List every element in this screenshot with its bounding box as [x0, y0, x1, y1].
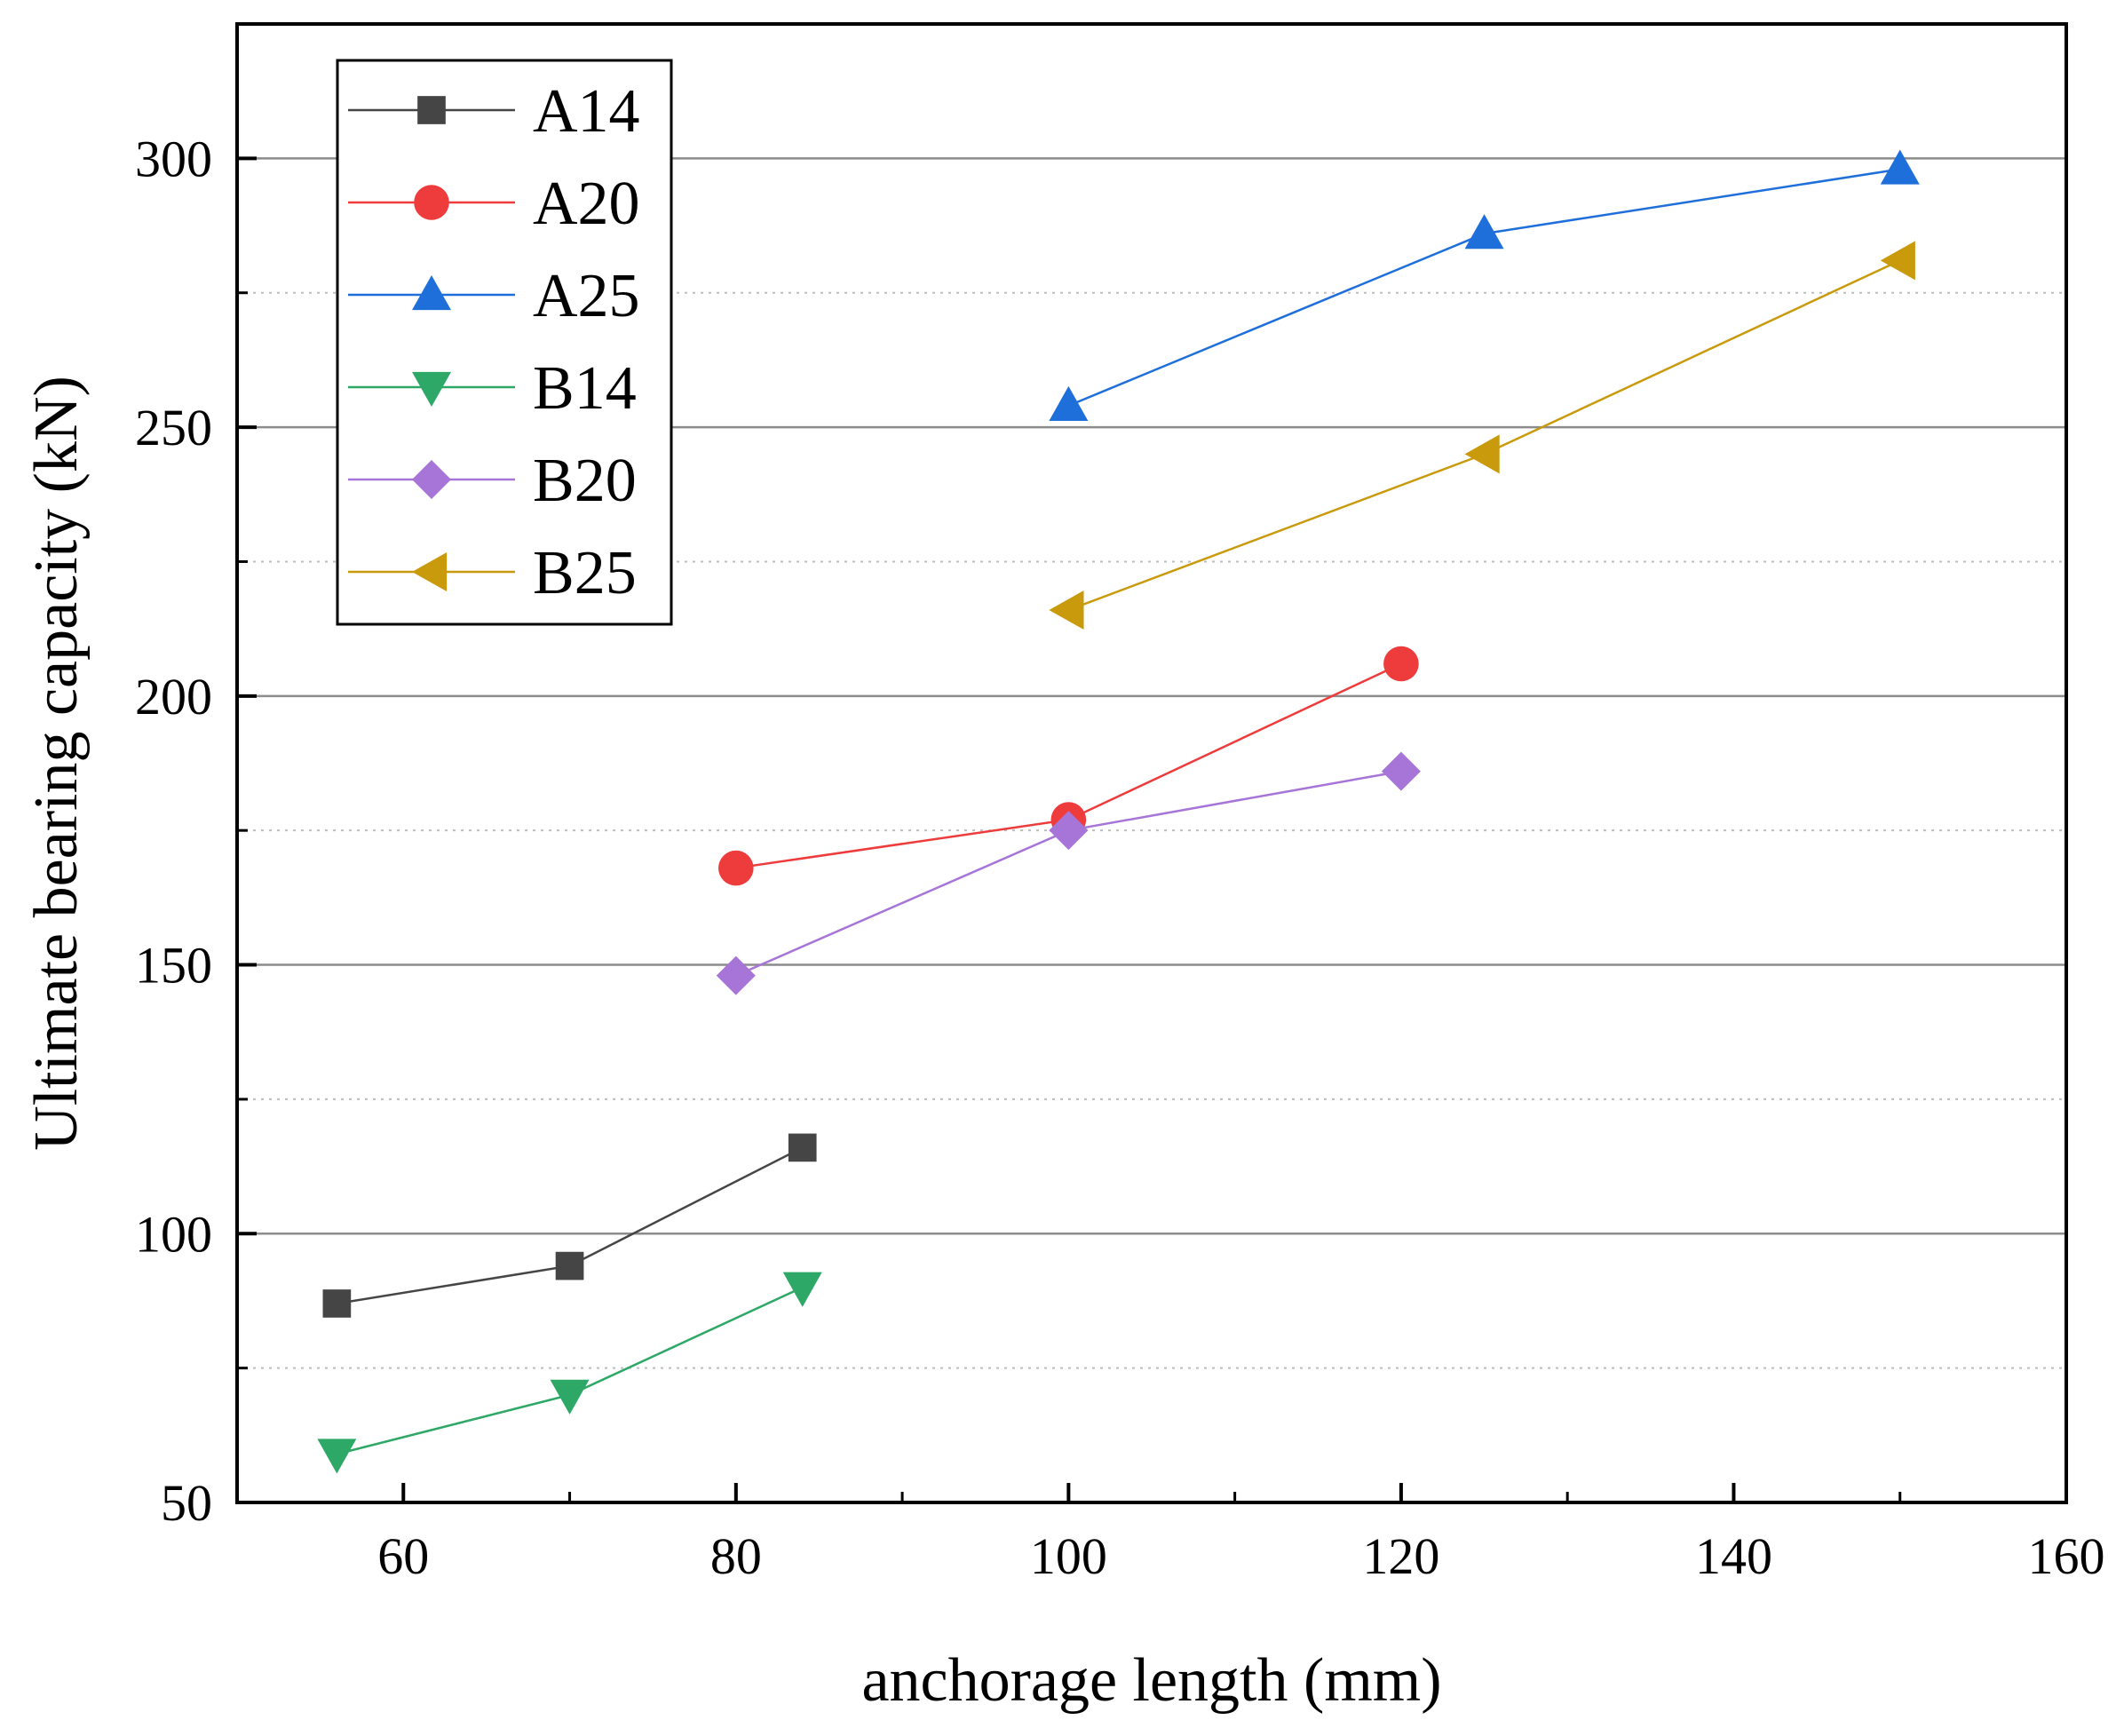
- point-a20-2: [1383, 646, 1419, 682]
- legend-box: [336, 59, 673, 626]
- series-line-b14: [337, 1286, 804, 1455]
- legend-marker-a20: [414, 185, 449, 220]
- point-b20-1: [1049, 811, 1089, 851]
- series-b14: [317, 1272, 822, 1474]
- point-b25-0: [1049, 590, 1084, 630]
- legend-marker-b14: [412, 371, 451, 407]
- point-b14-2: [782, 1272, 822, 1307]
- x-tick-label-0: 60: [377, 1527, 429, 1585]
- axes: 60 80 100 120 140 160 50 100 150 200 250 300: [135, 130, 2105, 1585]
- legend-marker-b25: [412, 552, 448, 591]
- legend-label-b20: B20: [533, 447, 637, 515]
- point-a25-0: [1049, 385, 1089, 422]
- series-layer: [317, 149, 1920, 1474]
- plot-frame: [235, 22, 2068, 1504]
- y-tick-label-0: 50: [161, 1474, 212, 1532]
- series-line-a25: [1067, 168, 1900, 408]
- point-a25-2: [1880, 149, 1920, 185]
- point-b25-1: [1464, 434, 1500, 474]
- y-tick-label-3: 200: [135, 668, 212, 725]
- legend-label-b14: B14: [533, 354, 637, 423]
- x-tick-label-1: 80: [710, 1527, 762, 1585]
- series-line-b25: [1067, 259, 1901, 612]
- point-a14-1: [555, 1251, 584, 1280]
- legend: A14 A20 A25 B14 B20 B25: [336, 59, 673, 626]
- legend-label-a25: A25: [533, 262, 640, 330]
- point-a20-0: [718, 850, 754, 886]
- x-axis-label: anchorage length (mm): [861, 1646, 1441, 1715]
- series-line-b20: [735, 770, 1402, 977]
- legend-item-a14: A14: [348, 77, 640, 146]
- legend-item-b14: B14: [348, 354, 637, 423]
- point-b14-1: [550, 1379, 590, 1415]
- legend-item-a20: A20: [348, 170, 640, 238]
- x-tick-label-2: 100: [1030, 1527, 1107, 1585]
- legend-item-b20: B20: [348, 447, 637, 515]
- y-tick-label-4: 250: [135, 399, 212, 456]
- legend-label-a14: A14: [533, 77, 640, 146]
- y-tick-label-2: 150: [135, 937, 212, 995]
- legend-item-b25: B25: [348, 539, 637, 607]
- series-b25: [1049, 241, 1915, 630]
- series-a25: [1049, 149, 1920, 422]
- point-a14-2: [788, 1133, 817, 1162]
- series-line-a14: [337, 1146, 804, 1305]
- y-axis-label: Ultimate bearing capacity (kN): [22, 376, 91, 1151]
- legend-marker-b20: [412, 460, 451, 499]
- point-b20-2: [1381, 751, 1421, 791]
- y-tick-label-5: 300: [135, 130, 212, 187]
- legend-marker-a14: [417, 96, 446, 124]
- point-b25-2: [1880, 241, 1915, 281]
- y-tick-label-1: 100: [135, 1205, 212, 1263]
- series-a14: [322, 1133, 817, 1318]
- series-b20: [716, 751, 1421, 995]
- legend-item-a25: A25: [348, 262, 640, 330]
- x-tick-label-3: 120: [1362, 1527, 1439, 1585]
- legend-marker-a25: [412, 275, 451, 311]
- point-a25-1: [1464, 214, 1504, 250]
- point-a14-0: [322, 1289, 352, 1318]
- legend-label-a20: A20: [533, 170, 640, 238]
- x-tick-label-4: 140: [1695, 1527, 1772, 1585]
- point-b14-0: [317, 1439, 357, 1474]
- x-tick-label-5: 160: [2028, 1527, 2105, 1585]
- legend-label-b25: B25: [533, 539, 637, 607]
- point-b20-0: [716, 955, 756, 995]
